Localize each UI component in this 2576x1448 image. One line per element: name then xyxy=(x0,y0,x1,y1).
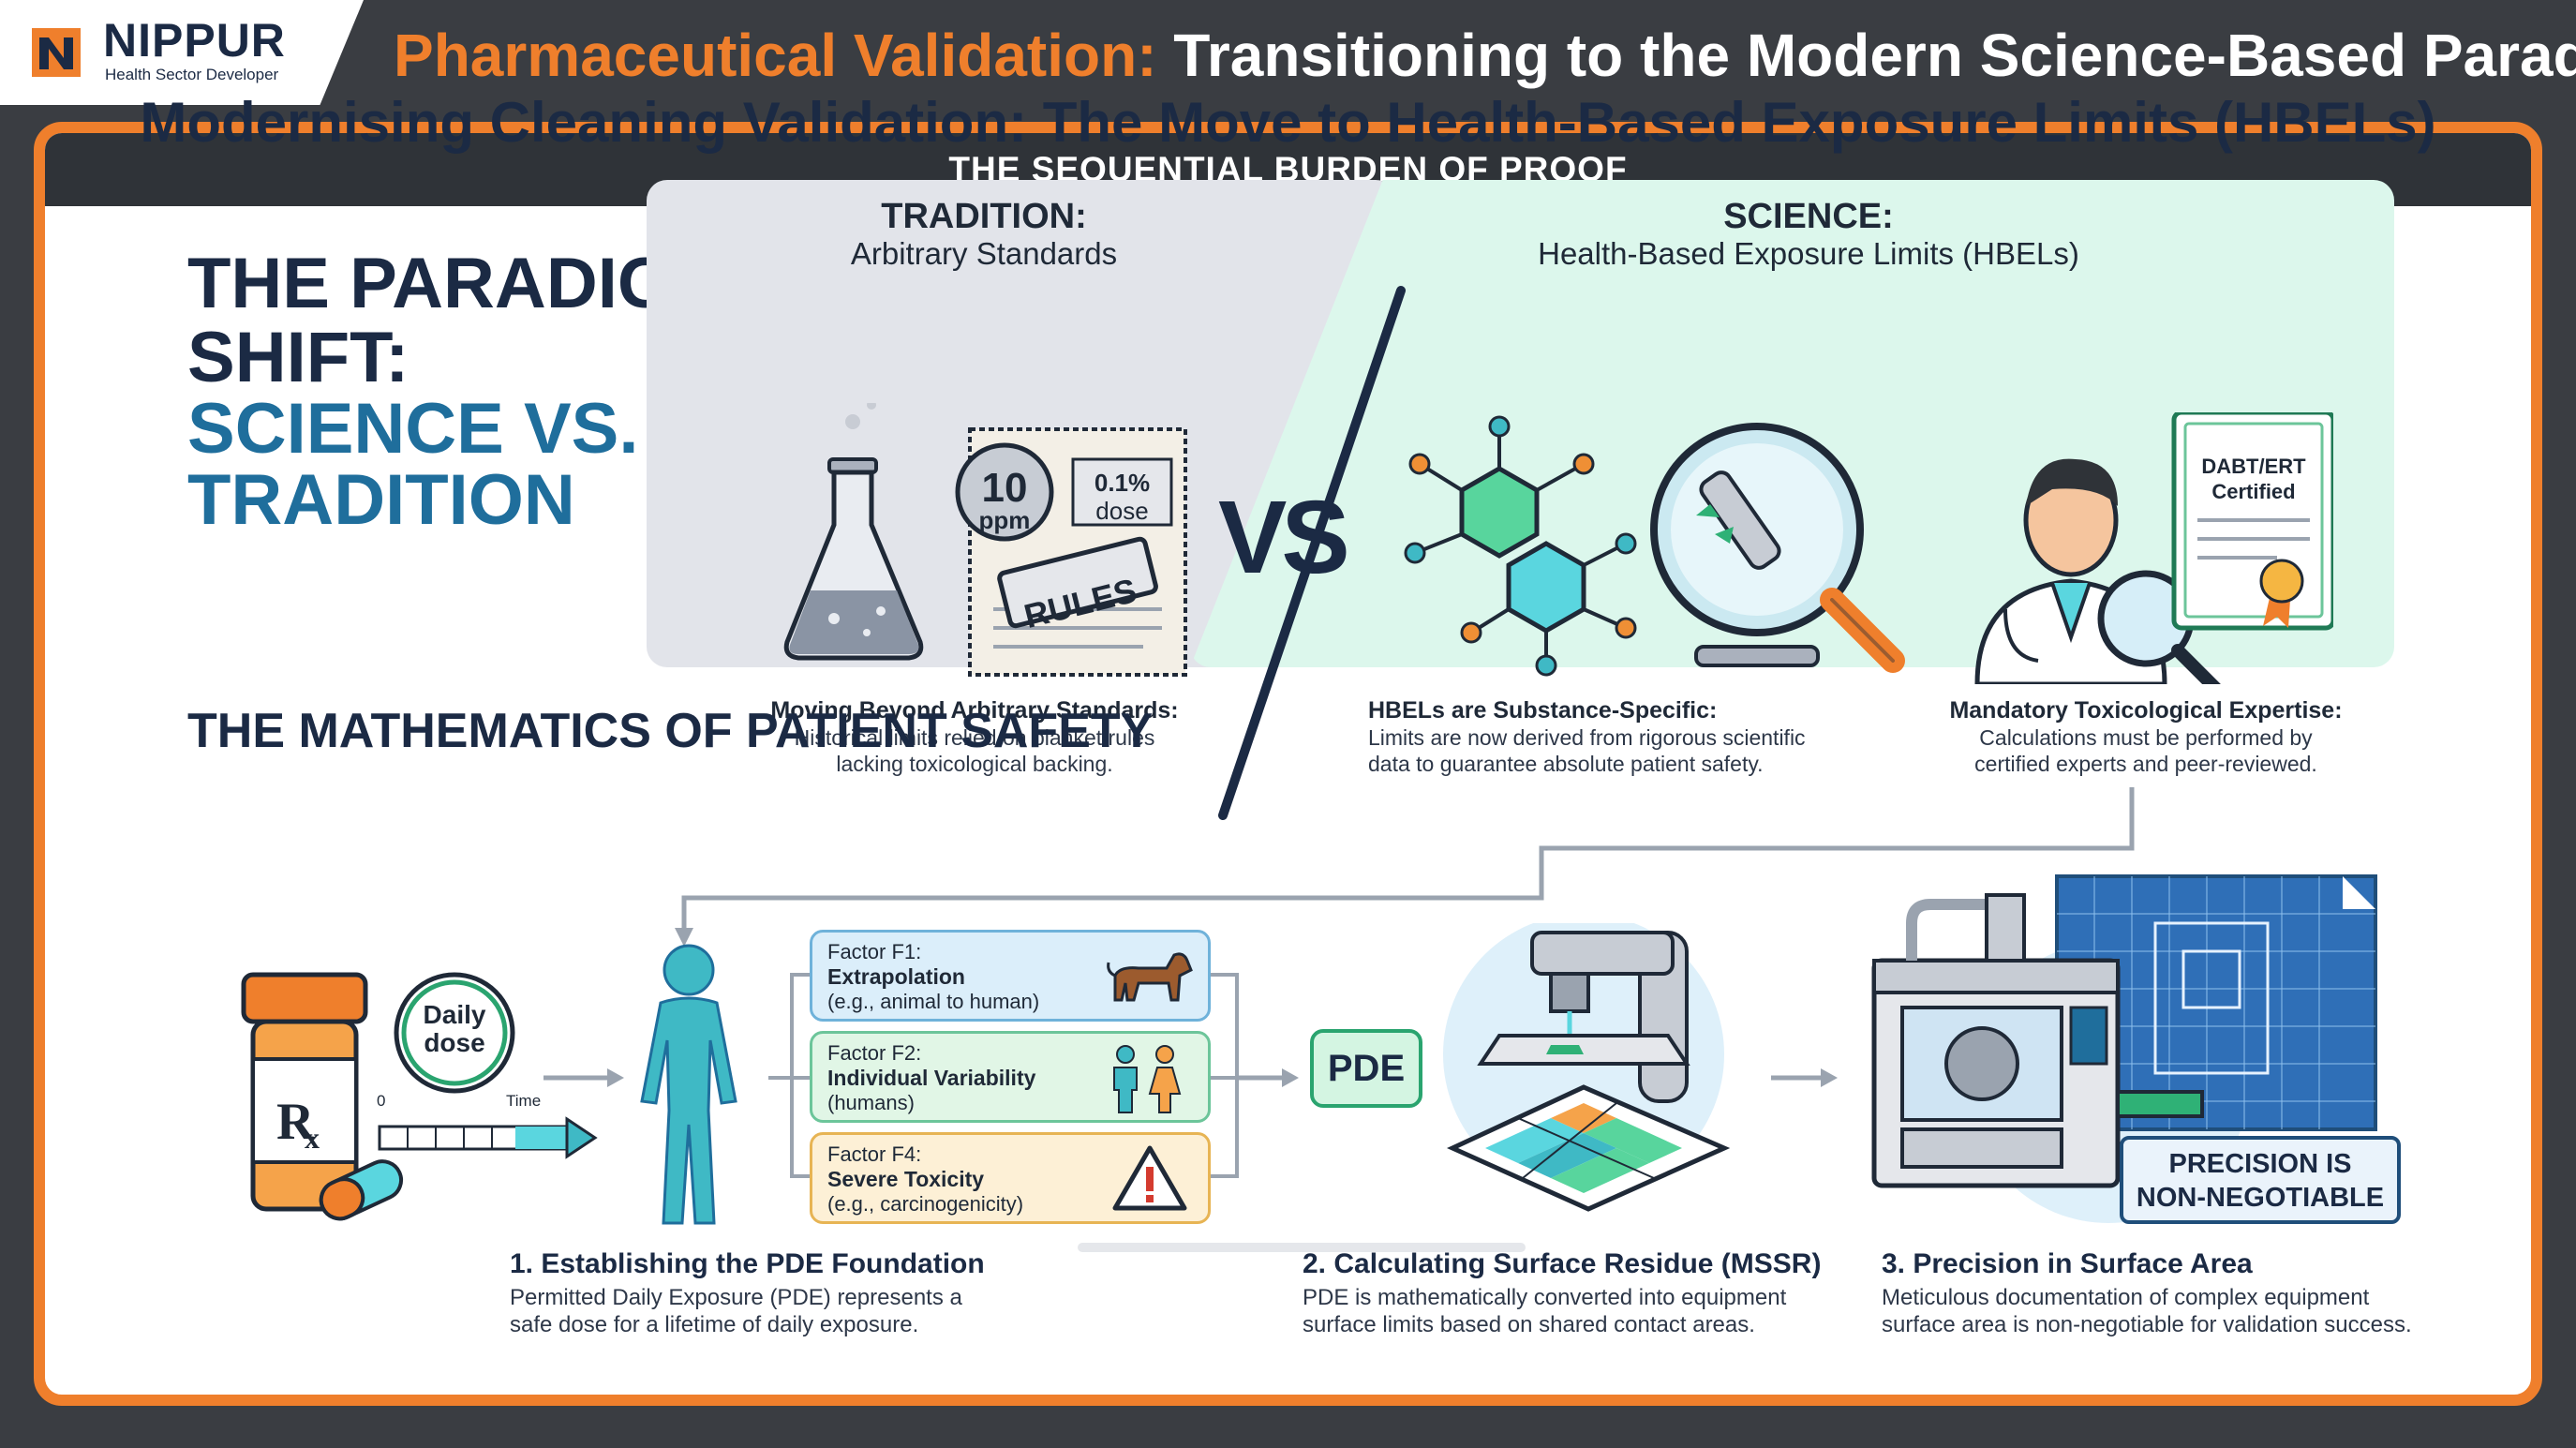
step-2-line-2: surface limits based on shared contact a… xyxy=(1303,1312,1755,1337)
factor-f2-title: Individual Variability xyxy=(827,1066,1036,1090)
dog-icon xyxy=(1107,952,1193,1002)
pde-badge: PDE xyxy=(1310,1029,1422,1108)
step-3-line-1: Meticulous documentation of complex equi… xyxy=(1882,1285,2370,1310)
step-1-line-2: safe dose for a lifetime of daily exposu… xyxy=(510,1312,919,1337)
science-caption-2-heading: Mandatory Toxicological Expertise: xyxy=(1949,697,2343,724)
seal-unit: ppm xyxy=(978,506,1031,534)
pill-bottle-icon: R x xyxy=(241,972,368,1212)
page-title: Pharmaceutical Validation: Transitioning… xyxy=(394,21,2576,90)
factor-f1-label: Factor F1: xyxy=(827,940,922,963)
flask-icon xyxy=(783,403,924,661)
toxicologist-expert-icon xyxy=(1974,458,2221,684)
paradigm-line-1: THE PARADIGM xyxy=(187,244,733,323)
certificate-icon xyxy=(2171,412,2333,631)
step-2-line-1: PDE is mathematically converted into equ… xyxy=(1303,1285,1787,1310)
warning-icon xyxy=(1112,1145,1187,1211)
factor-f1-title: Extrapolation xyxy=(827,964,965,989)
microscope-icon xyxy=(1477,931,1690,1103)
seal-number: 10 xyxy=(981,465,1028,511)
science-illustration xyxy=(1404,412,2333,684)
precision-badge: PRECISION IS NON-NEGOTIABLE xyxy=(2120,1136,2401,1224)
title-accent: Pharmaceutical Validation: xyxy=(394,22,1157,89)
pill-bottle-illustration: R x xyxy=(241,972,598,1221)
molecule-icon xyxy=(1404,415,1637,677)
factor-f1-detail: (e.g., animal to human) xyxy=(827,990,1040,1013)
step-2-title: 2. Calculating Surface Residue (MSSR) xyxy=(1303,1248,1822,1279)
science-caption-2-line-1: Calculations must be performed by xyxy=(1979,725,2313,750)
infographic-subtitle: Modernising Cleaning Validation: The Mov… xyxy=(140,91,2436,154)
science-caption-1-line-1: Limits are now derived from rigorous sci… xyxy=(1368,725,1806,750)
tradition-caption-line-1: Historical limits relied on blanket rule… xyxy=(794,725,1155,750)
factor-f4-label: Factor F4: xyxy=(827,1142,922,1166)
precision-line-1: PRECISION IS xyxy=(2168,1149,2352,1179)
equipment-illustration xyxy=(1871,874,2377,1223)
step-3-line-2: surface area is non-negotiable for valid… xyxy=(1882,1312,2412,1337)
step-1-line-1: Permitted Daily Exposure (PDE) represent… xyxy=(510,1285,962,1310)
daily-dose-label: Daily dose xyxy=(408,1001,501,1057)
precision-line-2: NON-NEGOTIABLE xyxy=(2136,1183,2385,1213)
factor-f4-title: Severe Toxicity xyxy=(827,1167,985,1191)
tradition-caption-heading: Moving Beyond Arbitrary Standards: xyxy=(770,697,1179,724)
svg-text:R: R xyxy=(276,1093,315,1151)
paradigm-line-3: SCIENCE VS. xyxy=(187,389,639,469)
brand-logo: NIPPUR Health Sector Developer xyxy=(0,0,364,105)
step-3: 3. Precision in Surface Area Meticulous … xyxy=(1882,1248,2412,1338)
human-figure-icon xyxy=(640,944,737,1225)
factor-f2-detail: (humans) xyxy=(827,1091,915,1114)
daily-dose-clock-icon xyxy=(394,972,515,1094)
dose-label: dose xyxy=(1095,497,1149,525)
timeline-arrow-icon xyxy=(378,1116,598,1159)
paradigm-line-4: TRADITION xyxy=(187,460,575,540)
timeline-end: Time xyxy=(506,1092,542,1110)
factor-f1-box: Factor F1: Extrapolation (e.g., animal t… xyxy=(810,930,1211,1022)
science-caption-1-heading: HBELs are Substance-Specific: xyxy=(1368,697,1718,724)
science-caption-1: HBELs are Substance-Specific: Limits are… xyxy=(1368,697,1893,777)
daily-dose-line-1: Daily xyxy=(423,1000,486,1029)
svg-text:x: x xyxy=(305,1121,320,1155)
science-heading: SCIENCE: xyxy=(1723,197,1894,236)
horizontal-scrollbar[interactable] xyxy=(1078,1243,1526,1252)
tradition-subheading: Arbitrary Standards xyxy=(850,236,1118,271)
science-caption-1-line-2: data to guarantee absolute patient safet… xyxy=(1368,752,1764,776)
step-2: 2. Calculating Surface Residue (MSSR) PD… xyxy=(1303,1248,1821,1338)
factor-f2-label: Factor F2: xyxy=(827,1041,922,1065)
certificate-line-2: Certified xyxy=(2211,480,2296,503)
nippur-logo-icon xyxy=(32,28,81,77)
step-1-title: 1. Establishing the PDE Foundation xyxy=(510,1248,985,1279)
paradigm-line-2: SHIFT: xyxy=(187,318,409,397)
factor-f4-detail: (e.g., carcinogenicity) xyxy=(827,1192,1024,1216)
rules-document-icon xyxy=(955,427,1187,677)
tradition-caption: Moving Beyond Arbitrary Standards: Histo… xyxy=(740,697,1209,777)
step-1: 1. Establishing the PDE Foundation Permi… xyxy=(510,1248,985,1338)
math-section-title: THE MATHEMATICS OF PATIENT SAFETY xyxy=(187,704,1154,758)
people-icon xyxy=(1113,1045,1182,1113)
science-caption-2: Mandatory Toxicological Expertise: Calcu… xyxy=(1912,697,2380,777)
science-subheading: Health-Based Exposure Limits (HBELs) xyxy=(1538,236,2079,271)
factor-f2-box: Factor F2: Individual Variability (human… xyxy=(810,1031,1211,1123)
title-rest: Transitioning to the Modern Science-Base… xyxy=(1156,22,2576,89)
timeline-start: 0 xyxy=(377,1092,386,1110)
step-3-title: 3. Precision in Surface Area xyxy=(1882,1248,2253,1279)
surface-grid-icon xyxy=(1446,1084,1731,1212)
certificate-line-1: DABT/ERT xyxy=(2201,455,2306,478)
tradition-illustration xyxy=(783,403,1187,677)
tradition-heading: TRADITION: xyxy=(881,197,1087,236)
microscope-magnifier-icon xyxy=(1650,423,1905,673)
processing-machine-icon xyxy=(1871,893,2204,1188)
tradition-caption-line-2: lacking toxicological backing. xyxy=(836,752,1113,776)
brand-tagline: Health Sector Developer xyxy=(105,66,279,83)
dose-value: 0.1% xyxy=(1094,469,1151,497)
capsule-icon xyxy=(319,1159,404,1221)
daily-dose-line-2: dose xyxy=(424,1028,485,1057)
factor-f4-box: Factor F4: Severe Toxicity (e.g., carcin… xyxy=(810,1132,1211,1224)
brand-name: NIPPUR xyxy=(103,14,286,67)
vs-label: VS xyxy=(1218,480,1350,595)
science-caption-2-line-2: certified experts and peer-reviewed. xyxy=(1974,752,2317,776)
surface-residue-illustration xyxy=(1443,923,1731,1212)
